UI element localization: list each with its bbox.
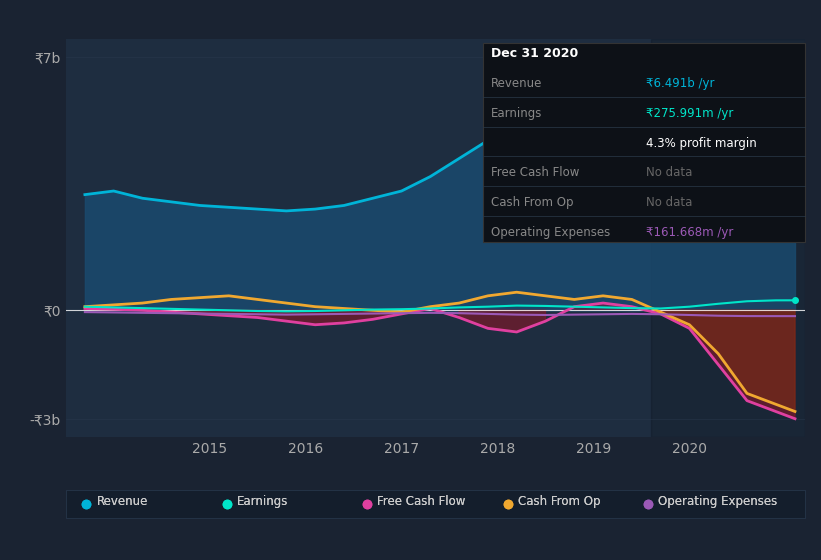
Text: Free Cash Flow: Free Cash Flow xyxy=(378,496,466,508)
Text: Cash From Op: Cash From Op xyxy=(518,496,600,508)
FancyBboxPatch shape xyxy=(483,43,805,242)
Text: Revenue: Revenue xyxy=(97,496,148,508)
FancyBboxPatch shape xyxy=(66,491,805,519)
Text: 4.3% profit margin: 4.3% profit margin xyxy=(645,137,756,150)
Text: Revenue: Revenue xyxy=(491,77,542,90)
Text: ₹6.491b /yr: ₹6.491b /yr xyxy=(645,77,714,90)
Text: ₹161.668m /yr: ₹161.668m /yr xyxy=(645,226,733,239)
Text: Operating Expenses: Operating Expenses xyxy=(658,496,777,508)
Bar xyxy=(651,39,805,437)
Text: Operating Expenses: Operating Expenses xyxy=(658,496,777,508)
Text: Dec 31 2020: Dec 31 2020 xyxy=(491,47,578,60)
Text: ₹275.991m /yr: ₹275.991m /yr xyxy=(645,107,733,120)
Text: Earnings: Earnings xyxy=(237,496,288,508)
Text: Cash From Op: Cash From Op xyxy=(518,496,600,508)
Text: No data: No data xyxy=(645,166,692,179)
Text: Free Cash Flow: Free Cash Flow xyxy=(491,166,579,179)
Text: Revenue: Revenue xyxy=(97,496,148,508)
Text: Earnings: Earnings xyxy=(491,107,542,120)
Text: Operating Expenses: Operating Expenses xyxy=(491,226,610,239)
Text: Cash From Op: Cash From Op xyxy=(491,196,573,209)
Text: Earnings: Earnings xyxy=(237,496,288,508)
Text: Free Cash Flow: Free Cash Flow xyxy=(378,496,466,508)
Text: No data: No data xyxy=(645,196,692,209)
